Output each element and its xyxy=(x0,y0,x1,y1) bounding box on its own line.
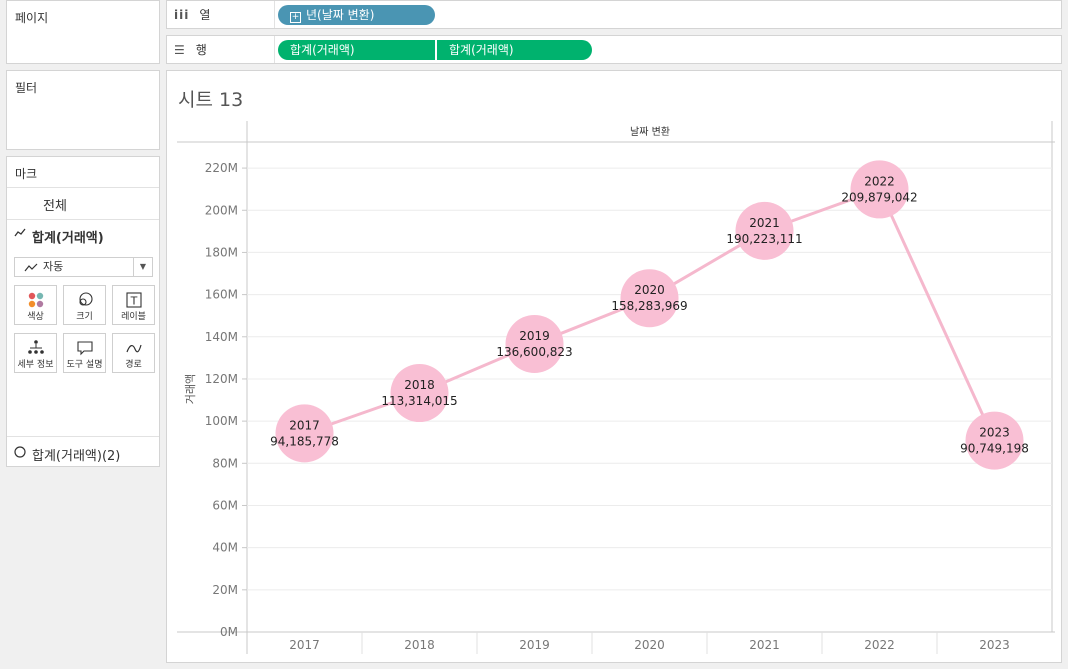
data-label-year: 2017 xyxy=(289,418,320,432)
columns-shelf[interactable]: iii 열 + 년(날짜 변환) xyxy=(166,0,1062,29)
pages-shelf[interactable]: 페이지 xyxy=(6,0,160,64)
color-label: 색상 xyxy=(27,312,44,322)
rows-label: 행 xyxy=(195,43,207,57)
x-tick-label: 2019 xyxy=(519,638,550,652)
y-tick-label: 160M xyxy=(205,288,238,302)
data-label-value: 90,749,198 xyxy=(960,442,1029,456)
x-tick-label: 2017 xyxy=(289,638,320,652)
rows-pill-2[interactable]: 합계(거래액) xyxy=(437,40,592,60)
path-icon xyxy=(113,338,154,360)
y-tick-label: 80M xyxy=(212,456,238,470)
mark-type-value: 자동 xyxy=(43,260,64,273)
line-mark-icon xyxy=(14,227,26,243)
y-tick-label: 0M xyxy=(220,625,238,639)
data-label-year: 2022 xyxy=(864,174,895,188)
path-label: 경로 xyxy=(125,360,142,370)
marks-measure-label: 합계(거래액) xyxy=(32,231,104,246)
x-tick-label: 2022 xyxy=(864,638,895,652)
data-label-value: 113,314,015 xyxy=(381,394,457,408)
color-icon xyxy=(15,290,56,312)
column-header: 날짜 변환 xyxy=(630,126,670,138)
data-label-value: 94,185,778 xyxy=(270,434,339,448)
data-point xyxy=(620,269,679,328)
mark-type-dropdown[interactable]: 자동 ▼ xyxy=(14,257,153,277)
data-label-value: 136,600,823 xyxy=(496,345,572,359)
tooltip-icon xyxy=(64,338,105,360)
marks-title: 마크 xyxy=(15,167,38,181)
data-point xyxy=(735,201,794,260)
data-label-value: 209,879,042 xyxy=(841,190,917,204)
x-tick-label: 2018 xyxy=(404,638,435,652)
pages-title: 페이지 xyxy=(15,11,49,25)
columns-pill-label: 년(날짜 변환) xyxy=(306,8,375,22)
y-axis-title: 거래액 xyxy=(184,374,197,404)
color-button[interactable]: 색상 xyxy=(14,285,57,325)
columns-label: 열 xyxy=(199,8,211,22)
sheet-title: 시트 13 xyxy=(178,89,244,111)
marks-all-label: 전체 xyxy=(43,199,67,214)
detail-button[interactable]: 세부 정보 xyxy=(14,333,57,373)
data-label-value: 190,223,111 xyxy=(726,232,802,246)
data-point xyxy=(390,364,449,423)
filters-title: 필터 xyxy=(15,81,38,95)
data-point xyxy=(275,404,334,463)
data-point xyxy=(505,314,564,373)
label-label: 레이블 xyxy=(121,312,146,322)
size-label: 크기 xyxy=(76,312,93,322)
y-tick-label: 180M xyxy=(205,245,238,259)
expand-icon[interactable]: + xyxy=(290,12,301,23)
marks-measure-tab[interactable]: 합계(거래액) xyxy=(7,219,159,251)
columns-pill[interactable]: + 년(날짜 변환) xyxy=(278,5,435,25)
rows-shelf-label: ☰ 행 xyxy=(167,36,275,63)
tooltip-button[interactable]: 도구 설명 xyxy=(63,333,106,373)
x-tick-label: 2021 xyxy=(749,638,780,652)
rows-icon: ☰ xyxy=(174,42,186,57)
data-label-year: 2018 xyxy=(404,378,435,392)
data-label-year: 2021 xyxy=(749,216,780,230)
marks-card: 마크 전체 합계(거래액) 자동 ▼ 색상 크기 xyxy=(6,156,160,467)
data-label-year: 2020 xyxy=(634,283,665,297)
line-mark-icon xyxy=(24,261,38,279)
detail-label: 세부 정보 xyxy=(17,360,54,370)
size-button[interactable]: 크기 xyxy=(63,285,106,325)
size-icon xyxy=(64,290,105,312)
rows-pill-1-label: 합계(거래액) xyxy=(290,43,355,57)
marks-all-tab[interactable]: 전체 xyxy=(7,187,159,219)
y-tick-label: 20M xyxy=(212,583,238,597)
y-tick-label: 100M xyxy=(205,414,238,428)
y-tick-label: 220M xyxy=(205,161,238,175)
y-tick-label: 60M xyxy=(212,498,238,512)
chart: 날짜 변환 거래액 0M 20M 40M 60M 80M 100M 120M 140M 160M… xyxy=(177,121,1055,654)
y-tick-label: 120M xyxy=(205,372,238,386)
y-tick-label: 140M xyxy=(205,330,238,344)
chevron-down-icon[interactable]: ▼ xyxy=(133,258,152,276)
y-tick-label: 40M xyxy=(212,541,238,555)
x-tick-label: 2020 xyxy=(634,638,665,652)
label-icon: T xyxy=(113,290,154,312)
circle-mark-icon xyxy=(14,446,26,461)
columns-icon: iii xyxy=(174,7,190,22)
data-label-value: 158,283,969 xyxy=(611,299,687,313)
rows-shelf[interactable]: ☰ 행 합계(거래액) 합계(거래액) xyxy=(166,35,1062,64)
marks-measure2-tab[interactable]: 합계(거래액)(2) xyxy=(7,436,159,467)
tooltip-label: 도구 설명 xyxy=(66,360,103,370)
data-label-year: 2023 xyxy=(979,426,1010,440)
y-tick-label: 200M xyxy=(205,203,238,217)
view-area: 시트 13 날짜 변환 거래액 0M 20M 40M 60M 80M 100M 120M 14… xyxy=(166,70,1062,663)
data-point xyxy=(850,160,909,219)
data-label-year: 2019 xyxy=(519,329,550,343)
rows-pill-1[interactable]: 합계(거래액) xyxy=(278,40,435,60)
marks-measure2-label: 합계(거래액)(2) xyxy=(32,449,121,464)
rows-pill-2-label: 합계(거래액) xyxy=(449,43,514,57)
svg-text:T: T xyxy=(129,295,137,308)
filters-shelf[interactable]: 필터 xyxy=(6,70,160,150)
detail-icon xyxy=(15,338,56,360)
path-button[interactable]: 경로 xyxy=(112,333,155,373)
x-tick-label: 2023 xyxy=(979,638,1010,652)
label-button[interactable]: T 레이블 xyxy=(112,285,155,325)
data-point xyxy=(965,411,1024,470)
columns-shelf-label: iii 열 xyxy=(167,1,275,28)
